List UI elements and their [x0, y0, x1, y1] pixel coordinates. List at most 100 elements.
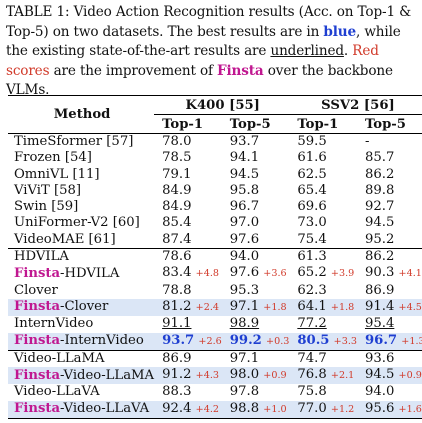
ssv2-top1-cell: 80.5 +3.3	[289, 332, 357, 351]
ssv2-top5-cell: 94.5 +0.9	[356, 367, 422, 385]
table-row: InternVideo 91.1 98.9 77.2 95.4	[8, 316, 422, 332]
score-value: 91.4	[364, 298, 395, 314]
ssv2-top5-cell: 95.2	[364, 231, 395, 247]
ssv2-top5-cell: 94.0	[364, 384, 395, 400]
caption-text: TABLE 1: Video Action Recognition result…	[6, 4, 412, 40]
method-cell: Finsta-HDVILA	[8, 265, 154, 282]
score-value: 76.8	[297, 367, 327, 383]
ssv2-top5-cell: 92.7	[364, 199, 395, 215]
method-cell: OmniVL [11]	[14, 166, 100, 182]
k400-top5-cell: 98.8 +1.0	[221, 400, 290, 419]
best-score-value: 93.7	[162, 332, 195, 348]
method-cell: Finsta-Clover	[8, 298, 155, 317]
finsta-prefix: Finsta	[14, 401, 61, 417]
method-cell: UniFormer-V2 [60]	[14, 215, 140, 231]
best-score-value: 80.5	[297, 332, 330, 348]
gain-value: +4.1	[398, 268, 422, 280]
finsta-prefix: Finsta	[14, 299, 61, 315]
table-row: Video-LLaVA 88.3 97.8 75.8 94.0	[8, 384, 422, 400]
gain-value: +4.3	[195, 370, 219, 382]
k400-top1-cell: 91.2 +4.3	[154, 367, 222, 385]
score-value: 95.6	[364, 400, 395, 416]
table-row: Finsta-Video-LLaVA 92.4 +4.2 98.8 +1.0 7…	[8, 400, 422, 419]
gain-value: +1.6	[398, 403, 422, 415]
k400-top1-cell: 91.1	[162, 316, 192, 332]
caption-red-words: Red scores	[6, 43, 379, 79]
method-cell: TimeSformer [57]	[14, 134, 134, 149]
ssv2-top5-header: Top-5	[356, 114, 422, 134]
table-row: Finsta-Video-LLaMA 91.2 +4.3 98.0 +0.9 7…	[8, 367, 422, 385]
table-row: ViViT [58] 84.9 95.8 65.4 89.8	[8, 183, 422, 199]
ssv2-top5-cell: 85.7	[364, 150, 395, 166]
ssv2-top5-cell: 96.7 +1.3	[356, 332, 422, 351]
method-cell: Frozen [54]	[14, 150, 92, 166]
method-cell: VideoMAE [61]	[14, 231, 116, 247]
method-suffix: -InternVideo	[60, 333, 144, 349]
k400-top5-header: Top-5	[221, 114, 290, 134]
score-value: 91.2	[162, 367, 192, 383]
ssv2-top5-cell: 95.6 +1.6	[356, 400, 422, 419]
k400-top5-cell: 94.1	[229, 150, 260, 166]
method-cell: Video-LLaMA	[8, 349, 155, 368]
method-header: Method	[8, 95, 155, 134]
method-cell: Swin [59]	[14, 199, 79, 215]
ssv2-top1-cell: 74.7	[289, 349, 357, 368]
ssv2-top5-cell: 94.5	[364, 215, 395, 231]
k400-top1-cell: 92.4 +4.2	[154, 400, 222, 419]
ssv2-top1-cell: 59.5	[297, 134, 327, 149]
gain-value: +3.6	[263, 268, 287, 280]
ssv2-top1-cell: 65.2 +3.9	[289, 265, 357, 282]
ssv2-top1-cell: 62.3	[297, 282, 327, 298]
k400-top1-cell: 78.5	[162, 150, 192, 166]
ssv2-top1-cell: 61.3	[289, 248, 357, 266]
method-cell: Finsta-InternVideo	[8, 332, 155, 351]
gain-value: +2.4	[195, 301, 219, 313]
k400-top5-cell: 99.2 +0.3	[221, 332, 290, 351]
method-cell: InternVideo	[14, 316, 94, 332]
table-row: Frozen [54] 78.5 94.1 61.6 85.7	[8, 150, 422, 166]
ssv2-top1-cell: 65.4	[297, 182, 327, 198]
ssv2-top1-cell: 76.8 +2.1	[289, 367, 357, 385]
ssv2-header: SSV2 [56]	[289, 95, 422, 115]
table-row: Finsta-InternVideo 93.7 +2.6 99.2 +0.3 8…	[8, 332, 422, 351]
score-value: 98.0	[229, 367, 260, 383]
ssv2-top1-cell: 69.6	[297, 199, 327, 215]
k400-top1-cell: 84.9	[162, 182, 192, 198]
caption-text: over the backbone VLMs.	[6, 62, 393, 99]
k400-top5-cell: 95.3	[229, 282, 260, 298]
ssv2-top1-cell: 77.2	[297, 316, 327, 332]
caption-text: .	[343, 43, 353, 59]
k400-top1-cell: 88.3	[162, 384, 192, 400]
score-value: 90.3	[364, 265, 395, 281]
table-caption: TABLE 1: Video Action Recognition result…	[6, 3, 416, 101]
ssv2-top5-cell: 93.6	[356, 349, 422, 368]
k400-top5-cell: 97.6 +3.6	[222, 265, 290, 282]
gain-value: +0.9	[398, 370, 422, 382]
best-score-value: 96.7	[364, 332, 398, 348]
k400-top5-cell: 97.6	[229, 231, 260, 247]
score-value: 92.4	[162, 400, 192, 416]
ssv2-top1-cell: 75.8	[297, 384, 327, 400]
k400-top1-cell: 85.4	[162, 215, 192, 231]
k400-top5-cell: 93.7	[229, 134, 260, 149]
gain-value: +1.0	[263, 403, 287, 415]
method-cell: Clover	[14, 282, 58, 298]
table-row: Finsta-Clover 81.2 +2.4 97.1 +1.8 64.1 +…	[8, 298, 422, 317]
score-value: 81.2	[162, 298, 192, 314]
k400-top1-cell: 83.4 +4.8	[154, 265, 222, 282]
k400-top1-cell: 78.8	[162, 282, 192, 298]
k400-top5-cell: 95.8	[229, 182, 260, 198]
score-value: 77.0	[297, 400, 327, 416]
method-cell: Video-LLaVA	[14, 384, 100, 400]
table-row: Video-LLaMA 86.9 97.1 74.7 93.6	[8, 349, 422, 368]
ssv2-top1-cell: 73.0	[297, 215, 327, 231]
method-suffix: -Video-LLaVA	[60, 401, 150, 417]
k400-top1-cell: 86.9	[154, 349, 222, 368]
k400-top1-cell: 84.9	[162, 199, 192, 215]
score-value: 97.6	[229, 265, 260, 281]
ssv2-top5-cell: 90.3 +4.1	[357, 265, 422, 282]
gain-value: +1.2	[330, 403, 355, 415]
table-row: Swin [59] 84.9 96.7 69.6 92.7	[8, 199, 422, 215]
gain-value: +2.6	[198, 335, 222, 347]
gain-value: +3.3	[333, 335, 357, 347]
